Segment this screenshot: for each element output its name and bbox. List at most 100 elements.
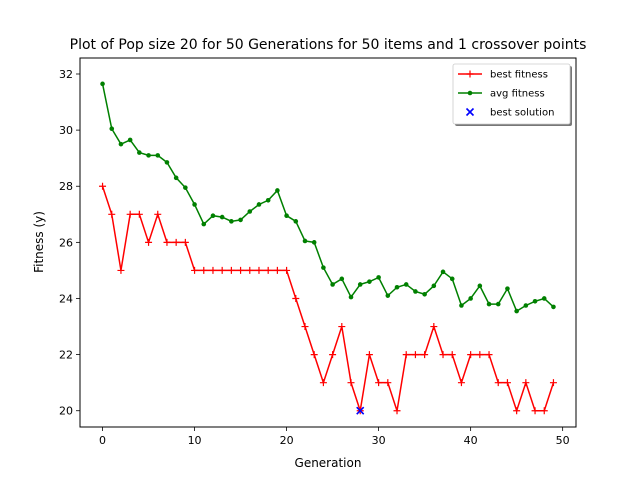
legend-entry: best fitness bbox=[458, 70, 548, 81]
data-point bbox=[210, 213, 216, 219]
data-point bbox=[137, 150, 142, 155]
data-point bbox=[494, 379, 502, 387]
data-point bbox=[477, 283, 483, 289]
data-point bbox=[238, 217, 243, 223]
data-point bbox=[319, 379, 327, 387]
legend-marker bbox=[466, 70, 474, 78]
data-point bbox=[200, 266, 208, 274]
x-tick-label: 30 bbox=[372, 434, 386, 447]
data-point bbox=[100, 81, 105, 87]
data-point bbox=[549, 379, 557, 387]
y-tick-label: 28 bbox=[59, 180, 73, 193]
data-point bbox=[201, 221, 207, 227]
data-point bbox=[154, 210, 162, 218]
data-point bbox=[283, 266, 291, 274]
x-tick-label: 10 bbox=[188, 434, 202, 447]
data-point bbox=[237, 266, 245, 274]
legend-box bbox=[452, 63, 571, 125]
data-point bbox=[321, 265, 326, 270]
data-point bbox=[514, 308, 519, 314]
x-tick-label: 40 bbox=[464, 434, 478, 447]
data-point bbox=[385, 293, 391, 298]
data-point bbox=[365, 351, 373, 359]
y-axis: 20 22 24 26 28 30 32 bbox=[59, 68, 80, 418]
data-point bbox=[192, 202, 197, 207]
data-point bbox=[330, 282, 335, 287]
data-point bbox=[503, 379, 511, 387]
legend-entry: best solution bbox=[465, 107, 554, 119]
data-point bbox=[292, 294, 300, 302]
data-point bbox=[135, 210, 143, 218]
data-point bbox=[448, 351, 456, 359]
legend-marker bbox=[465, 107, 475, 117]
data-point bbox=[227, 266, 235, 274]
data-point bbox=[505, 286, 510, 291]
data-point bbox=[163, 238, 171, 246]
data-point bbox=[551, 304, 556, 310]
data-point bbox=[255, 266, 263, 274]
data-point bbox=[183, 185, 188, 190]
data-point bbox=[145, 238, 153, 246]
x-tick-label: 50 bbox=[556, 434, 570, 447]
data-point bbox=[376, 275, 381, 280]
y-tick-label: 26 bbox=[59, 236, 73, 249]
legend-entry: avg fitness bbox=[458, 89, 545, 100]
data-point bbox=[339, 276, 345, 282]
data-point bbox=[457, 379, 465, 387]
y-tick-label: 24 bbox=[59, 292, 73, 305]
data-point bbox=[347, 379, 355, 387]
legend: best fitness avg fitness best solution bbox=[452, 63, 572, 126]
data-point bbox=[440, 269, 446, 275]
data-point bbox=[219, 214, 225, 220]
data-point bbox=[310, 351, 318, 359]
data-point bbox=[126, 210, 134, 218]
data-point bbox=[155, 153, 161, 158]
x-tick-label: 0 bbox=[99, 434, 106, 447]
data-point bbox=[109, 126, 115, 132]
best-solution-point bbox=[356, 406, 365, 415]
y-axis-label: Fitness (y) bbox=[32, 211, 46, 273]
data-point bbox=[302, 238, 308, 244]
data-point bbox=[403, 282, 409, 287]
legend-marker bbox=[467, 90, 473, 96]
x-axis-label: Generation bbox=[295, 456, 362, 470]
data-point bbox=[476, 351, 484, 359]
data-point bbox=[449, 276, 455, 282]
legend-label: avg fitness bbox=[490, 89, 545, 100]
data-point bbox=[191, 266, 199, 274]
data-point bbox=[486, 301, 492, 307]
data-point bbox=[531, 407, 539, 415]
data-point bbox=[273, 266, 281, 274]
data-point bbox=[173, 175, 179, 181]
data-point bbox=[393, 407, 401, 415]
x-tick-label: 20 bbox=[280, 434, 294, 447]
data-point bbox=[357, 282, 363, 287]
y-tick-label: 20 bbox=[59, 405, 73, 418]
data-point bbox=[468, 296, 473, 301]
data-point bbox=[164, 160, 170, 165]
y-tick-label: 32 bbox=[59, 68, 73, 81]
data-point bbox=[108, 210, 116, 218]
data-point bbox=[338, 323, 346, 331]
data-point bbox=[513, 407, 521, 415]
data-point bbox=[459, 303, 464, 308]
chart-title: Plot of Pop size 20 for 50 Generations f… bbox=[70, 37, 587, 53]
data-point bbox=[541, 296, 547, 301]
data-point bbox=[495, 301, 501, 307]
data-point bbox=[117, 266, 125, 274]
data-point bbox=[439, 351, 447, 359]
data-point bbox=[413, 289, 418, 294]
data-point bbox=[275, 188, 280, 193]
data-point bbox=[209, 266, 217, 274]
data-point bbox=[422, 291, 427, 297]
data-point bbox=[247, 209, 253, 214]
data-point bbox=[218, 266, 226, 274]
data-point bbox=[431, 283, 437, 289]
data-point bbox=[118, 141, 124, 147]
data-point bbox=[384, 379, 392, 387]
data-point bbox=[421, 351, 429, 359]
data-point bbox=[146, 153, 151, 158]
data-point bbox=[265, 197, 271, 203]
data-point bbox=[430, 323, 438, 331]
plot-content bbox=[99, 81, 557, 415]
